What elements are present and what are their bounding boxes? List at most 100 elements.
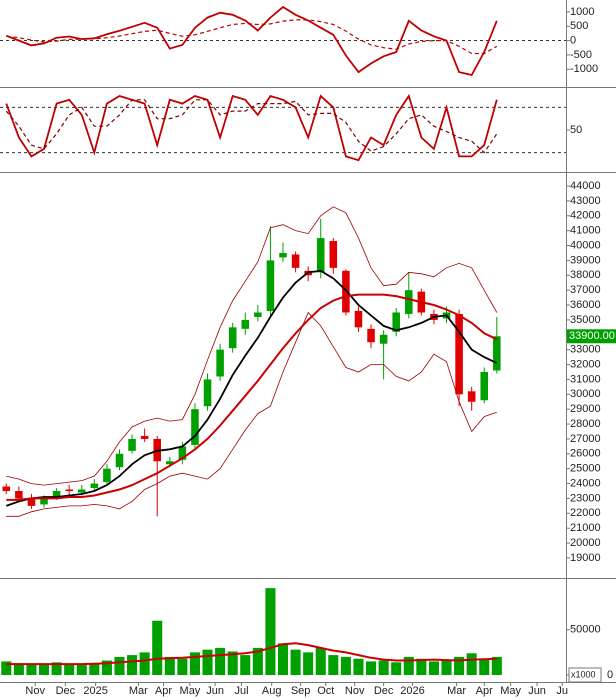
- x-tick-label: May: [500, 685, 521, 697]
- candle-body: [266, 260, 275, 311]
- y-tick-label: 36000: [570, 299, 601, 311]
- candle-body: [467, 391, 476, 402]
- x-tick-label: Mar: [129, 685, 148, 697]
- candle-body: [216, 349, 224, 377]
- unit-box: [568, 667, 602, 683]
- y-tick-label: -1000: [570, 63, 598, 75]
- candle-body: [103, 468, 111, 483]
- x-tick-label: Aug: [262, 685, 282, 697]
- y-tick-label: 41000: [570, 225, 601, 237]
- y-tick-label: 29000: [570, 403, 601, 415]
- volume-bar: [466, 653, 477, 675]
- y-tick-label: 21000: [570, 522, 601, 534]
- y-tick-label: 50000: [570, 624, 601, 636]
- candle-body: [191, 409, 199, 445]
- y-tick-label: -500: [570, 49, 592, 61]
- volume-bar: [240, 655, 251, 675]
- x-tick-label: Apr: [476, 685, 493, 697]
- candle-body: [40, 498, 48, 505]
- x-tick-label: Dec: [56, 685, 76, 697]
- candle-body: [480, 371, 489, 401]
- volume-bar: [227, 651, 238, 675]
- candle-body: [90, 483, 99, 489]
- y-tick-label: 27000: [570, 433, 601, 445]
- volume-bar: [403, 656, 414, 675]
- y-tick-label: 31000: [570, 373, 601, 385]
- x-tick-label: Nov: [25, 685, 45, 697]
- y-tick-label: 42000: [570, 210, 601, 222]
- indicator-line: [5, 99, 498, 154]
- candle-body: [2, 486, 11, 492]
- candle-body: [128, 438, 136, 451]
- y-tick-label: 24000: [570, 477, 601, 489]
- x-tick-label: Jul: [234, 685, 248, 697]
- indicator-line: [5, 5, 498, 77]
- volume-bar: [328, 655, 339, 675]
- volume-bar: [1, 661, 12, 675]
- volume-bar: [391, 662, 402, 675]
- candle-body: [140, 435, 149, 439]
- volume-bar: [202, 649, 213, 675]
- candle-body: [15, 491, 23, 499]
- overlay-line: [5, 269, 498, 507]
- candle-body: [52, 491, 61, 497]
- volume-bar: [303, 652, 314, 675]
- volume-bar: [378, 660, 389, 675]
- candle-body: [27, 498, 36, 506]
- candle-body: [166, 461, 174, 465]
- volume-bar: [215, 647, 226, 675]
- candle-body: [203, 379, 212, 407]
- candle-body: [493, 336, 501, 371]
- y-unit: x1000: [571, 669, 596, 679]
- volume-bar: [189, 652, 200, 675]
- volume-bar: [101, 660, 112, 675]
- volume-bar: [164, 656, 175, 675]
- x-tick-label: Mar: [447, 685, 466, 697]
- x-tick-label: Ju: [556, 685, 568, 697]
- y-tick-label: 50: [570, 124, 582, 136]
- candle-body: [367, 328, 375, 343]
- overlay-line: [6, 311, 497, 517]
- candle-body: [354, 310, 363, 328]
- volume-bar: [340, 656, 351, 675]
- overlay-line: [6, 293, 498, 501]
- y-tick-label: 23000: [570, 492, 601, 504]
- volume-bar: [26, 664, 37, 675]
- y-tick-label: 28000: [570, 418, 601, 430]
- candle-body: [115, 453, 124, 468]
- volume-bar: [265, 588, 276, 675]
- y-tick-label: 38000: [570, 269, 601, 281]
- candle-body: [405, 290, 413, 314]
- candle-body: [455, 313, 463, 395]
- y-tick-label: 0: [570, 34, 576, 46]
- volume-bar: [353, 658, 364, 675]
- y-tick-label: 26000: [570, 448, 601, 460]
- overlay-line: [6, 642, 497, 666]
- y-tick-label: 22000: [570, 507, 601, 519]
- volume-bar: [428, 661, 439, 675]
- candle-body: [329, 241, 338, 268]
- y-tick-label: 40000: [570, 239, 601, 251]
- y-tick-label: 33000: [570, 344, 601, 356]
- volume-bar: [454, 656, 465, 675]
- candle-body: [77, 489, 86, 493]
- x-tick-label: Oct: [317, 685, 334, 697]
- candle-body: [291, 254, 300, 268]
- x-tick-label: May: [180, 685, 201, 697]
- volume-bar: [76, 665, 87, 675]
- volume-bar: [252, 647, 263, 675]
- candle-body: [241, 319, 250, 329]
- y-tick-label: 32000: [570, 358, 601, 370]
- volume-bar: [127, 655, 138, 675]
- candle-body: [342, 270, 350, 313]
- candle-body: [254, 312, 262, 317]
- last-price-box: [567, 329, 616, 344]
- candle-body: [279, 252, 287, 258]
- y-tick-label: 0: [607, 669, 613, 681]
- volume-bar: [64, 664, 75, 675]
- volume-bar: [13, 663, 24, 675]
- candle-body: [392, 312, 400, 332]
- candle-body: [379, 334, 388, 344]
